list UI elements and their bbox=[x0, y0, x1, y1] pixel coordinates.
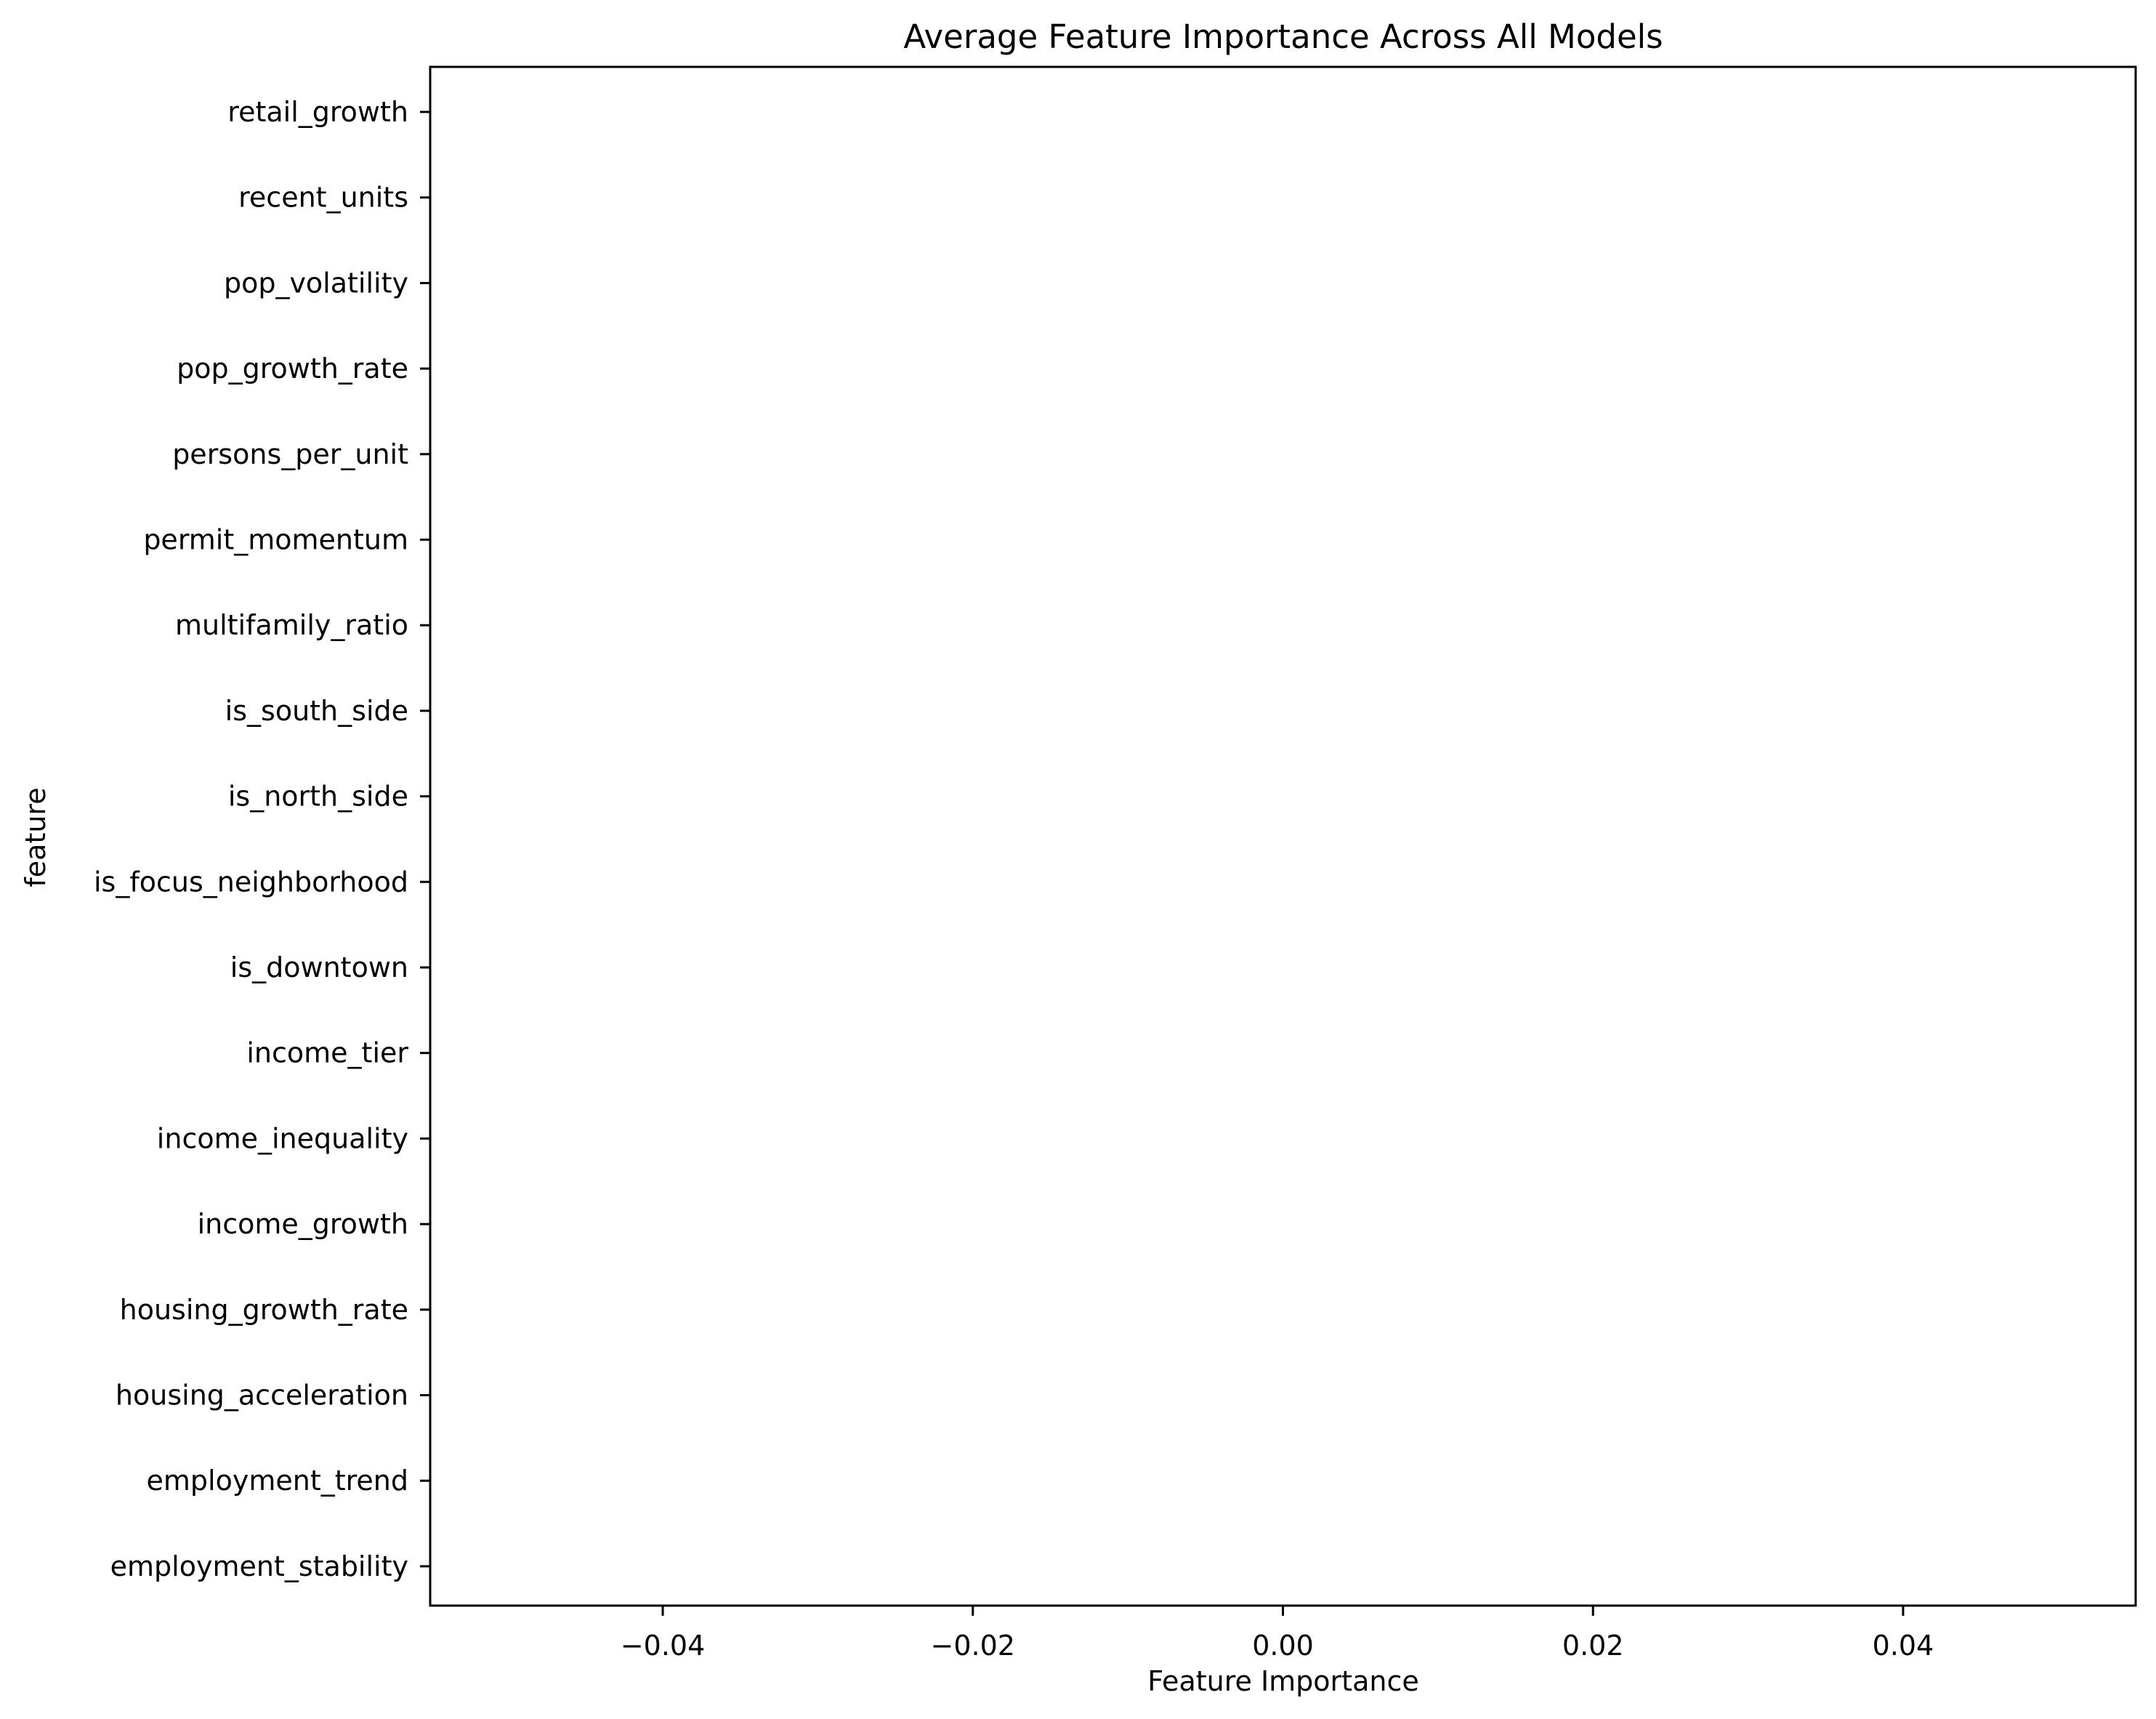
y-tick-label-income-growth: income_growth bbox=[198, 1208, 408, 1240]
x-tick-label: 0.00 bbox=[1252, 1630, 1314, 1662]
x-tick-label: 0.04 bbox=[1873, 1630, 1934, 1662]
x-axis-ticks: −0.04 −0.02 0.00 0.02 0.04 bbox=[621, 1606, 1934, 1662]
x-tick-label: −0.04 bbox=[621, 1630, 705, 1662]
y-tick-label-multifamily-ratio: multifamily_ratio bbox=[175, 609, 408, 641]
y-tick-label-pop-volatility: pop_volatility bbox=[224, 267, 408, 299]
y-tick-label-recent-units: recent_units bbox=[238, 182, 408, 214]
y-tick-label-persons-per-unit: persons_per_unit bbox=[172, 438, 408, 470]
y-tick-label-permit-momentum: permit_momentum bbox=[143, 524, 408, 556]
x-axis-label: Feature Importance bbox=[1147, 1665, 1418, 1697]
plot-frame bbox=[429, 65, 2137, 1607]
x-tick-label: −0.02 bbox=[931, 1630, 1015, 1662]
y-tick-label-is-north-side: is_north_side bbox=[228, 781, 408, 813]
y-tick-label-income-tier: income_tier bbox=[246, 1037, 408, 1069]
y-tick-label-pop-growth-rate: pop_growth_rate bbox=[177, 353, 408, 385]
y-tick-label-employment-trend: employment_trend bbox=[147, 1465, 408, 1497]
y-tick-label-is-south-side: is_south_side bbox=[225, 695, 408, 727]
y-tick-label-income-inequality: income_inequality bbox=[157, 1122, 408, 1154]
x-tick-label: 0.02 bbox=[1562, 1630, 1624, 1662]
y-axis-label: feature bbox=[20, 787, 52, 887]
y-axis-ticks: retail_growth recent_units pop_volatilityp… bbox=[94, 96, 430, 1582]
y-tick-label-is-downtown: is_downtown bbox=[230, 951, 408, 983]
y-tick-label-housing-growth-rate: housing_growth_rate bbox=[120, 1294, 408, 1326]
y-tick-label-housing-acceleration: housing_acceleration bbox=[116, 1380, 408, 1412]
chart-title: Average Feature Importance Across All Mo… bbox=[903, 17, 1663, 56]
y-tick-label-employment-stability: employment_stability bbox=[110, 1550, 408, 1582]
y-tick-label-retail-growth: retail_growth bbox=[227, 96, 408, 128]
y-tick-label-is-focus-neighborhood: is_focus_neighborhood bbox=[94, 866, 408, 898]
